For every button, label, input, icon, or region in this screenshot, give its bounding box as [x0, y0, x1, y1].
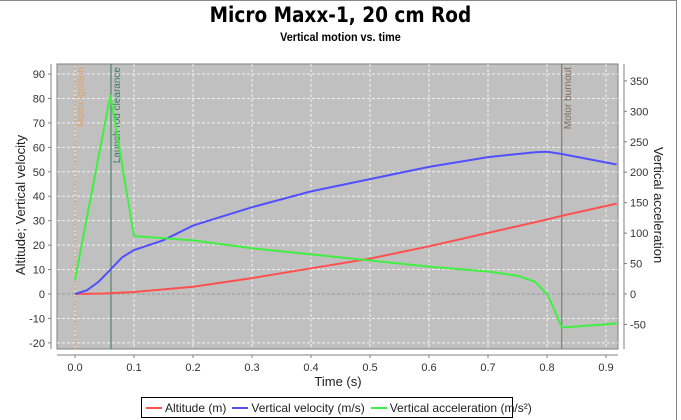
x-axis-tick-label: 0.1 [126, 362, 141, 374]
x-axis-tick-label: 0.5 [362, 362, 377, 374]
x-axis-tick-label: 0.3 [244, 362, 259, 374]
x-axis-tick-label: 0.8 [539, 362, 554, 374]
plot-svg: Motor ignition Launch rod clearance Motor … [13, 63, 666, 389]
y2-axis-tick-label: 150 [630, 198, 648, 210]
y2-axis-tick-label: 250 [630, 137, 648, 149]
y2-axis-tick-label: 100 [630, 228, 648, 240]
event-marker-label: Motor burnout [563, 67, 574, 129]
legend-item-acceleration: Vertical acceleration (m/s²) [370, 400, 532, 415]
axes: -20 -10 0 10 20 30 40 50 60 70 80 90 -50 0 50 100 150 200… [29, 64, 648, 374]
y2-axis-label: Vertical acceleration [651, 147, 666, 263]
y-axis-tick-label: 30 [33, 216, 45, 228]
y-axis-tick-label: -20 [29, 338, 45, 350]
series-line [74, 150, 617, 295]
chart-title: Micro Maxx-1, 20 cm Rod [209, 3, 472, 27]
plot-background [56, 63, 619, 350]
x-axis-tick-label: 0.2 [185, 362, 200, 374]
y-axis-tick-label: 40 [33, 191, 45, 203]
legend-swatch-velocity [232, 406, 249, 409]
y2-axis-tick-label: -50 [630, 319, 646, 331]
legend-item-altitude: Altitude (m) [146, 401, 226, 415]
data-series [74, 94, 617, 329]
legend-label-altitude: Altitude (m) [165, 400, 227, 415]
series-line [74, 94, 617, 329]
y-axis-tick-label: -10 [29, 313, 45, 325]
x-axis-tick-label: 0.6 [421, 362, 436, 374]
y-axis-tick-label: 90 [33, 69, 45, 81]
y-axis-tick-label: 60 [33, 142, 45, 154]
y-axis-tick-label: 70 [33, 118, 45, 130]
chart-subtitle: Vertical motion vs. time [280, 30, 401, 44]
x-axis-tick-label: 0.0 [67, 362, 82, 374]
y2-axis-tick-label: 350 [630, 76, 648, 88]
chart-frame-right [676, 0, 677, 420]
x-axis-label: Time (s) [314, 374, 361, 389]
x-axis-tick-label: 0.7 [480, 362, 495, 374]
y-axis-label: Altitude; Vertical velocity [13, 134, 28, 275]
chart-legend: Altitude (m) Vertical velocity (m/s) Ver… [141, 397, 532, 418]
y-axis-tick-label: 80 [33, 93, 45, 105]
event-markers: Motor ignition Launch rod clearance Motor … [74, 64, 574, 349]
series-line [74, 202, 617, 295]
event-marker-label: Motor ignition [76, 67, 87, 127]
plot-area [56, 63, 619, 350]
y2-axis-tick-label: 200 [630, 167, 648, 179]
y-axis-tick-label: 10 [33, 265, 45, 277]
legend-label-acceleration: Vertical acceleration (m/s²) [389, 400, 532, 415]
x-axis-tick-label: 0.4 [303, 362, 318, 374]
legend-swatch-acceleration [370, 406, 387, 409]
y2-axis-tick-label: 300 [630, 106, 648, 118]
legend-label-velocity: Vertical velocity (m/s) [251, 400, 365, 415]
chart-frame-top [0, 0, 677, 1]
legend-swatch-altitude [146, 406, 162, 409]
y2-axis-tick-label: 0 [630, 289, 636, 301]
x-axis-tick-label: 0.9 [598, 362, 613, 374]
y-axis-tick-label: 20 [33, 240, 45, 252]
event-marker-label: Launch rod clearance [112, 67, 123, 164]
y-axis-tick-label: 0 [39, 289, 45, 301]
y-axis-tick-label: 50 [33, 167, 45, 179]
legend-item-velocity: Vertical velocity (m/s) [232, 400, 365, 415]
y2-axis-tick-label: 50 [630, 259, 642, 271]
